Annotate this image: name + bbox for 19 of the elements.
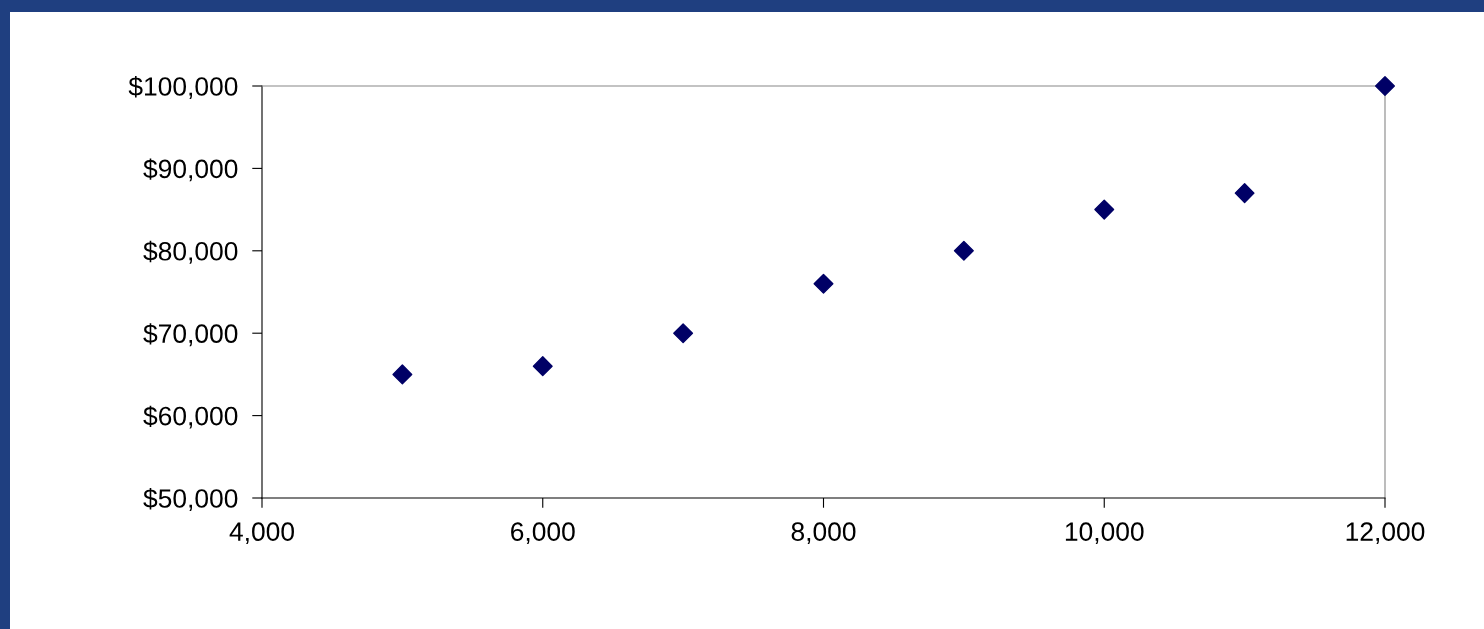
point [1094,199,1115,220]
x-tick-label: 10,000 [1065,522,1144,545]
x-tick-label: 12,000 [1346,522,1425,545]
y-tick-label: $80,000 [143,240,238,264]
point [532,356,553,377]
point [953,240,974,261]
x-tick-label: 6,000 [511,522,575,545]
x-tick-label: 8,000 [791,522,856,545]
y-tick-label: $100,000 [128,76,238,99]
point [673,323,694,344]
y-tick-label: $70,000 [143,323,238,347]
y-tick-label: $60,000 [143,405,238,429]
y-tick-label: $50,000 [143,488,238,511]
point [392,364,413,385]
point [1374,75,1396,97]
y-tick-label: $90,000 [143,158,238,182]
point [1234,183,1255,204]
point [813,273,834,294]
x-tick-label: 4,000 [229,522,294,545]
